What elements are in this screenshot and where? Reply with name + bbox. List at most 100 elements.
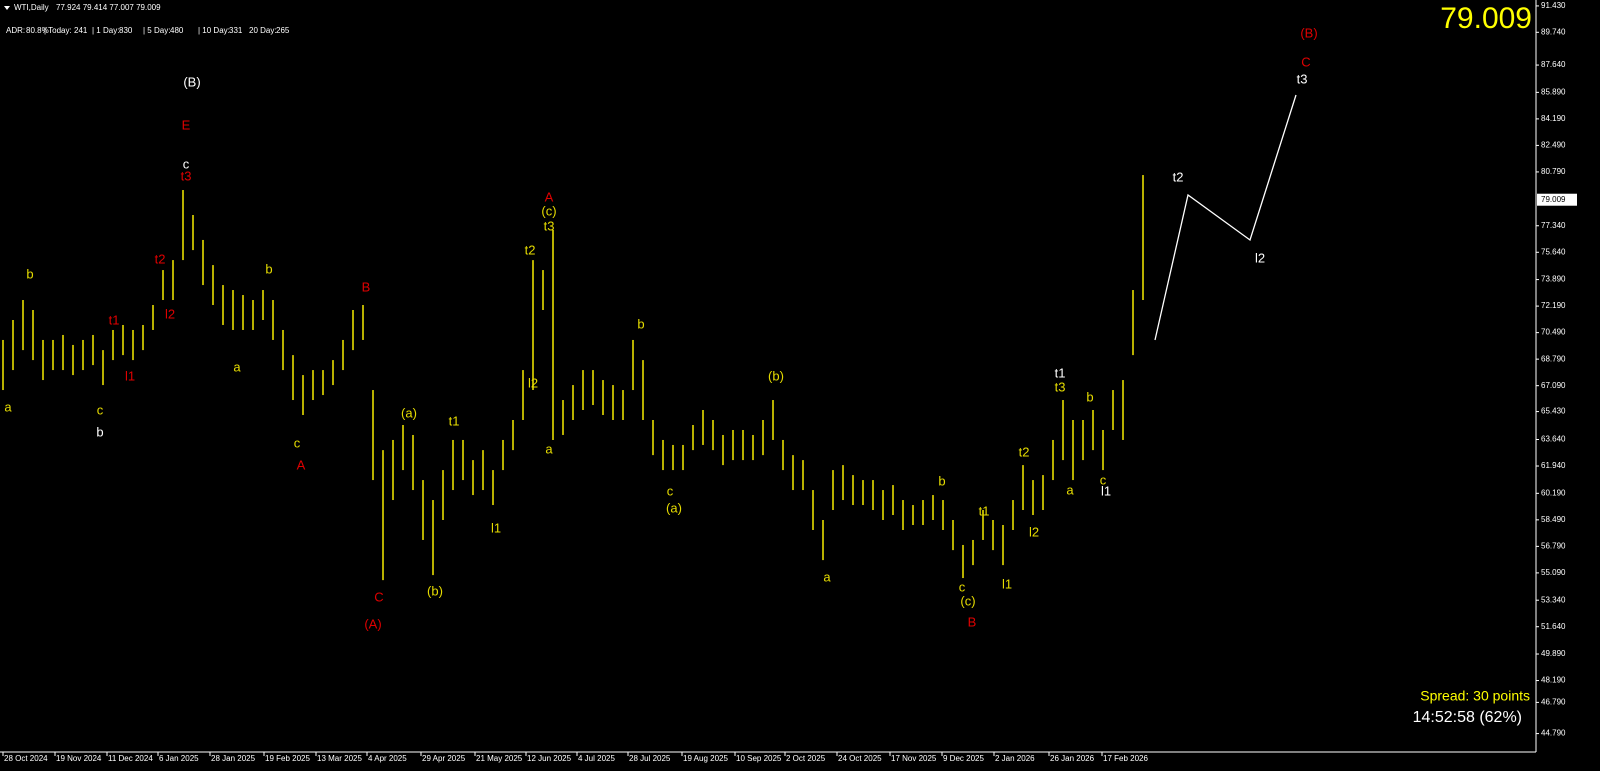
wave-label: (a) — [401, 405, 417, 420]
wave-label: a — [4, 399, 12, 414]
y-tick-label: 46.790 — [1541, 697, 1566, 706]
x-tick-label: 26 Jan 2026 — [1050, 754, 1095, 763]
stat-label: | 5 Day: — [143, 26, 170, 35]
y-tick-label: 70.490 — [1541, 328, 1566, 337]
wave-label: a — [545, 441, 553, 456]
x-tick-label: 9 Dec 2025 — [943, 754, 984, 763]
wave-label: c — [294, 435, 301, 450]
y-tick-label: 80.790 — [1541, 167, 1566, 176]
wave-label: t2 — [155, 251, 166, 266]
wave-label: b — [637, 316, 644, 331]
spread: Spread: 30 points — [1420, 688, 1530, 704]
wave-label: t3 — [1055, 379, 1066, 394]
x-tick-label: 2 Oct 2025 — [786, 754, 826, 763]
wave-label: B — [362, 279, 371, 294]
y-tick-label: 89.740 — [1541, 27, 1566, 36]
stat-label: ADR: — [6, 26, 25, 35]
wave-label: l2 — [1029, 524, 1039, 539]
x-tick-label: 21 May 2025 — [476, 754, 523, 763]
wave-label: l1 — [1002, 576, 1012, 591]
wave-label: (b) — [427, 583, 443, 598]
wave-label: l2 — [1255, 250, 1265, 265]
stat-value: 480 — [170, 26, 184, 35]
y-tick-label: 72.190 — [1541, 301, 1566, 310]
wave-label: (b) — [768, 368, 784, 383]
wave-label: t2 — [1019, 444, 1030, 459]
wave-label: t2 — [525, 242, 536, 257]
wave-label: C — [374, 589, 383, 604]
wave-label: a — [1066, 482, 1074, 497]
y-tick-label: 65.430 — [1541, 407, 1566, 416]
x-tick-label: 28 Jul 2025 — [629, 754, 671, 763]
x-tick-label: 6 Jan 2025 — [159, 754, 199, 763]
wave-label: A — [545, 189, 554, 204]
last-price-box — [1537, 193, 1577, 206]
stat-value: 265 — [276, 26, 290, 35]
wave-label: t3 — [181, 168, 192, 183]
x-tick-label: 11 Dec 2024 — [108, 754, 153, 763]
wave-label: b — [938, 473, 945, 488]
stat-label: 20 Day: — [249, 26, 277, 35]
wave-label: l1 — [125, 368, 135, 383]
wave-label: c — [959, 579, 966, 594]
x-tick-label: 24 Oct 2025 — [838, 754, 882, 763]
wave-label: b — [96, 424, 103, 439]
wave-label: (B) — [1300, 25, 1317, 40]
wave-label: (c) — [960, 593, 975, 608]
x-tick-label: 13 Mar 2025 — [317, 754, 362, 763]
last-price-big: 79.009 — [1440, 2, 1532, 35]
clock: 14:52:58 (62%) — [1413, 709, 1522, 726]
x-tick-label: 4 Jul 2025 — [578, 754, 615, 763]
projection-line — [1154, 94, 1297, 341]
y-tick-label: 82.490 — [1541, 141, 1566, 150]
y-tick-label: 48.190 — [1541, 676, 1566, 685]
last-price-label: 79.009 — [1541, 195, 1566, 204]
ohlc: 77.924 79.414 77.007 79.009 — [56, 3, 161, 12]
wave-label: t3 — [544, 218, 555, 233]
y-tick-label: 55.090 — [1541, 568, 1566, 577]
y-tick-label: 68.790 — [1541, 354, 1566, 363]
wave-label: c — [97, 402, 104, 417]
wave-label: B — [968, 614, 977, 629]
x-tick-label: 17 Nov 2025 — [891, 754, 937, 763]
symbol: WTI,Daily — [14, 3, 49, 12]
wave-label: l2 — [528, 375, 538, 390]
y-tick-label: 49.890 — [1541, 649, 1566, 658]
y-tick-label: 87.640 — [1541, 60, 1566, 69]
y-tick-label: 75.640 — [1541, 247, 1566, 256]
wave-label: b — [265, 261, 272, 276]
wave-label: t3 — [1297, 71, 1308, 86]
stats-line: ADR: 80.8%| Today: 241 | 1 Day: 830 | 5 Day: 4… — [6, 26, 290, 35]
x-tick-label: 28 Oct 2024 — [4, 754, 48, 763]
x-tick-label: 19 Aug 2025 — [683, 754, 728, 763]
stat-label: | 1 Day: — [92, 26, 119, 35]
wave-label: c — [667, 483, 674, 498]
wave-label: (c) — [541, 203, 556, 218]
y-tick-label: 77.340 — [1541, 221, 1566, 230]
y-tick-label: 73.890 — [1541, 275, 1566, 284]
wave-label: l2 — [165, 306, 175, 321]
x-tick-label: 2 Jan 2026 — [995, 754, 1035, 763]
menu-arrow[interactable] — [4, 6, 10, 10]
wave-label: t1 — [1055, 365, 1066, 380]
x-tick-label: 29 Apr 2025 — [422, 754, 466, 763]
y-tick-label: 60.190 — [1541, 488, 1566, 497]
x-tick-label: 4 Apr 2025 — [368, 754, 407, 763]
x-tick-label: 12 Jun 2025 — [527, 754, 572, 763]
wave-label: l1 — [1101, 483, 1111, 498]
stat-value: 331 — [229, 26, 243, 35]
y-tick-label: 56.790 — [1541, 541, 1566, 550]
y-tick-label: 67.090 — [1541, 381, 1566, 390]
x-tick-label: 10 Sep 2025 — [736, 754, 782, 763]
stat-label: | 10 Day: — [198, 26, 230, 35]
x-tick-label: 17 Feb 2026 — [1103, 754, 1148, 763]
y-tick-label: 53.340 — [1541, 595, 1566, 604]
wave-label: b — [1086, 389, 1093, 404]
x-tick-label: 28 Jan 2025 — [211, 754, 256, 763]
x-tick-label: 19 Feb 2025 — [265, 754, 310, 763]
y-tick-label: 91.430 — [1541, 1, 1566, 10]
y-tick-label: 61.940 — [1541, 461, 1566, 470]
wave-label: l1 — [491, 520, 501, 535]
